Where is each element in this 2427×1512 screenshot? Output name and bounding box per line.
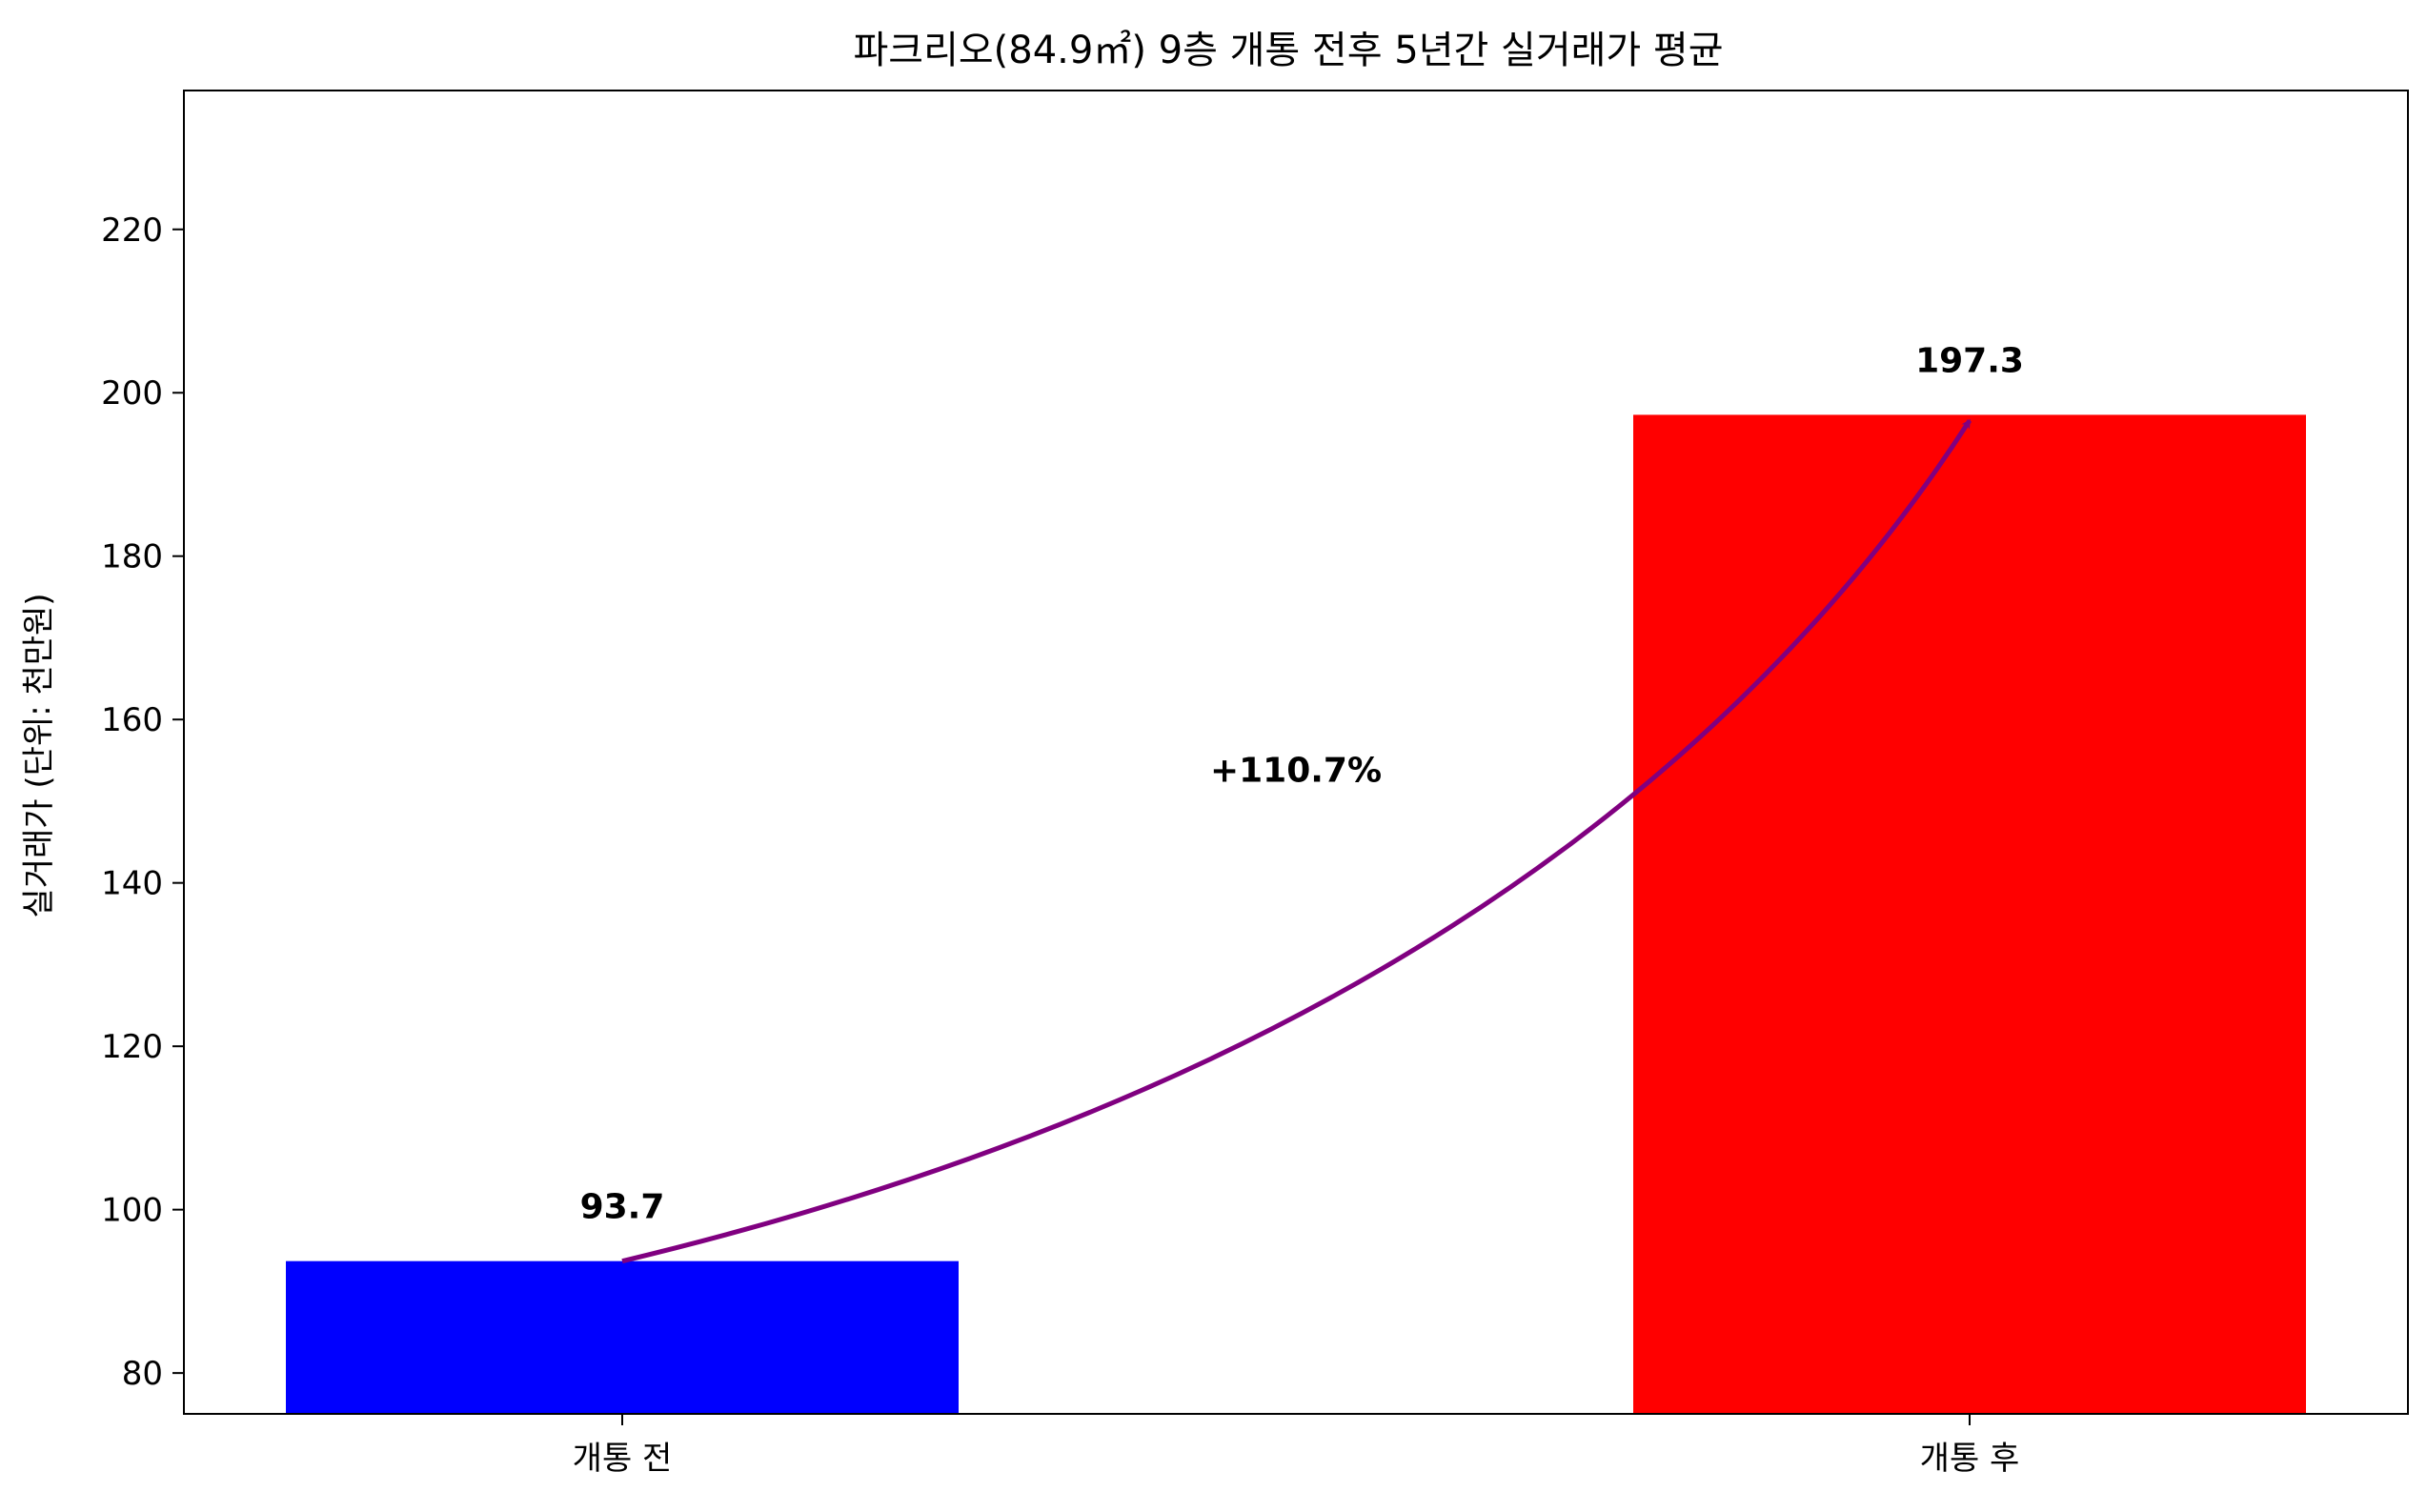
bar-2 xyxy=(1633,414,2306,1414)
chart-title: 파크리오(84.9㎡) 9층 개통 전후 5년간 실거래가 평균 xyxy=(853,29,1723,72)
y-tick-label: 140 xyxy=(101,865,163,903)
data-label: 93.7 xyxy=(580,1188,665,1227)
bars-layer xyxy=(286,414,2306,1414)
y-tick-label: 180 xyxy=(101,538,163,576)
y-tick-label: 120 xyxy=(101,1028,163,1066)
bar-1 xyxy=(286,1261,959,1414)
x-tick-label: 개통 전 xyxy=(573,1440,673,1478)
y-tick-label: 160 xyxy=(101,701,163,739)
y-tick-label: 220 xyxy=(101,212,163,250)
data-label: 197.3 xyxy=(1915,341,2024,380)
y-tick-label: 100 xyxy=(101,1192,163,1230)
y-axis-title: 실거래가 (단위: 천만원) xyxy=(20,593,58,917)
x-tick-label: 개통 후 xyxy=(1920,1440,2020,1478)
y-tick-label: 80 xyxy=(122,1355,163,1393)
y-tick-label: 200 xyxy=(101,374,163,413)
percent-change-label: +110.7% xyxy=(1210,752,1382,791)
